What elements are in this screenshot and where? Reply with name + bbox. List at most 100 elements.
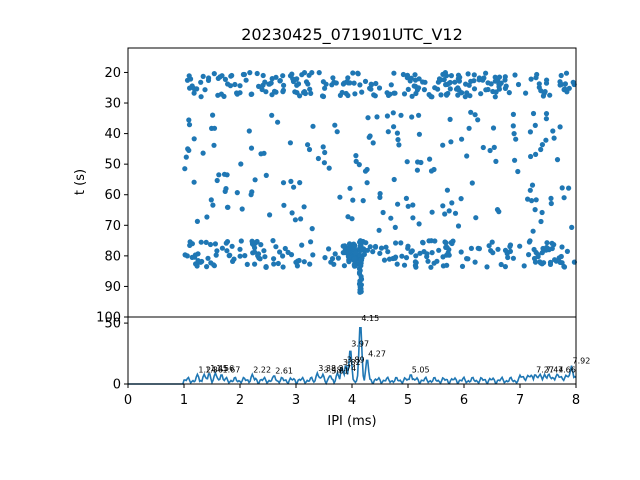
scatter-point xyxy=(214,177,220,184)
scatter-point xyxy=(446,252,452,258)
scatter-point xyxy=(334,129,340,135)
scatter-point xyxy=(301,89,308,95)
scatter-point xyxy=(480,77,486,83)
scatter-point xyxy=(246,128,252,134)
scatter-point xyxy=(237,253,243,259)
scatter-point xyxy=(211,71,217,77)
scatter-point xyxy=(194,263,200,269)
scatter-point xyxy=(335,255,341,261)
scatter-point xyxy=(476,246,482,252)
scatter-point xyxy=(373,80,379,87)
scatter-point xyxy=(195,251,201,257)
scatter-point xyxy=(186,117,192,123)
scatter-point xyxy=(353,158,359,164)
scatter-point xyxy=(420,239,426,245)
scatter-point xyxy=(427,156,433,162)
scatter-point xyxy=(244,261,250,267)
scatter-point xyxy=(448,139,454,145)
scatter-point xyxy=(416,131,422,137)
scatter-point xyxy=(409,114,415,120)
scatter-point xyxy=(358,263,364,269)
scatter-point xyxy=(421,87,427,93)
scatter-point xyxy=(527,238,533,244)
scatter-point xyxy=(452,79,458,85)
x-tick-label: 6 xyxy=(460,393,468,408)
scatter-point xyxy=(306,146,313,153)
scatter-point xyxy=(447,86,453,92)
scatter-point xyxy=(285,249,291,255)
scatter-point xyxy=(398,240,404,246)
scatter-point xyxy=(182,166,188,172)
scatter-point xyxy=(299,72,305,78)
peak-label: 3.82 xyxy=(343,358,361,367)
scatter-point xyxy=(273,244,279,250)
scatter-point xyxy=(537,259,543,265)
scatter-point xyxy=(536,81,542,87)
scatter-point xyxy=(478,91,484,97)
scatter-point xyxy=(356,162,362,168)
scatter-point xyxy=(480,144,486,151)
peak-label: 7.44 xyxy=(546,365,564,374)
scatter-point xyxy=(409,248,415,254)
scatter-point xyxy=(237,90,243,96)
scatter-point xyxy=(400,71,406,78)
scatter-point xyxy=(483,70,489,76)
peak-label: 5.05 xyxy=(412,365,430,374)
scatter-point xyxy=(194,218,200,224)
peak-label: 3.74 xyxy=(338,364,356,373)
scatter-point xyxy=(315,155,321,162)
scatter-point xyxy=(332,251,338,257)
y-tick-label: 100 xyxy=(96,311,121,326)
scatter-point xyxy=(326,246,332,252)
scatter-point xyxy=(542,89,548,95)
scatter-point xyxy=(490,88,496,95)
scatter-point xyxy=(428,93,434,100)
scatter-point xyxy=(217,74,223,80)
scatter-point xyxy=(491,144,497,150)
scatter-point xyxy=(367,244,373,250)
scatter-point xyxy=(388,215,394,221)
scatter-point xyxy=(240,71,246,78)
scatter-point xyxy=(337,194,343,200)
scatter-point xyxy=(301,204,307,210)
scatter-point xyxy=(347,80,353,86)
scatter-point xyxy=(539,209,545,216)
scatter-point xyxy=(294,90,300,96)
scatter-point xyxy=(261,150,267,156)
peak-label: 2.22 xyxy=(253,365,271,374)
x-tick-label: 1 xyxy=(180,393,188,408)
scatter-point xyxy=(204,214,210,220)
peak-label: 7.66 xyxy=(558,365,576,374)
scatter-point xyxy=(559,244,565,250)
scatter-point xyxy=(231,256,237,262)
scatter-point xyxy=(396,142,402,148)
scatter-point xyxy=(496,209,502,215)
scatter-point xyxy=(525,196,531,202)
scatter-point xyxy=(198,259,204,265)
scatter-point xyxy=(238,238,244,244)
scatter-point xyxy=(432,85,438,91)
scatter-point xyxy=(464,153,470,159)
scatter-point xyxy=(558,72,564,79)
y-tick-label: 20 xyxy=(104,66,121,81)
chart-title: 20230425_071901UTC_V12 xyxy=(241,25,463,45)
peak-labels: 1.241.361.451.561.67 2.22 2.61 3.383.483.61… xyxy=(198,314,590,375)
scatter-point xyxy=(393,240,399,246)
scatter-point xyxy=(394,130,400,136)
peak-label: 1.36 xyxy=(205,365,223,374)
scatter-point xyxy=(353,153,359,159)
y-tick-label: 0 xyxy=(113,378,121,393)
scatter-point xyxy=(403,255,410,261)
scatter-point xyxy=(222,76,228,82)
scatter-point xyxy=(345,249,351,255)
scatter-point xyxy=(455,223,462,229)
scatter-point xyxy=(183,154,189,160)
scatter-point xyxy=(507,248,513,254)
scatter-point xyxy=(459,136,465,142)
scatter-point xyxy=(457,74,463,80)
scatter-point xyxy=(505,254,511,261)
scatter-point xyxy=(270,238,276,244)
scatter-point xyxy=(259,86,265,93)
y-tick-label: 60 xyxy=(104,188,121,203)
scatter-point xyxy=(533,197,539,203)
